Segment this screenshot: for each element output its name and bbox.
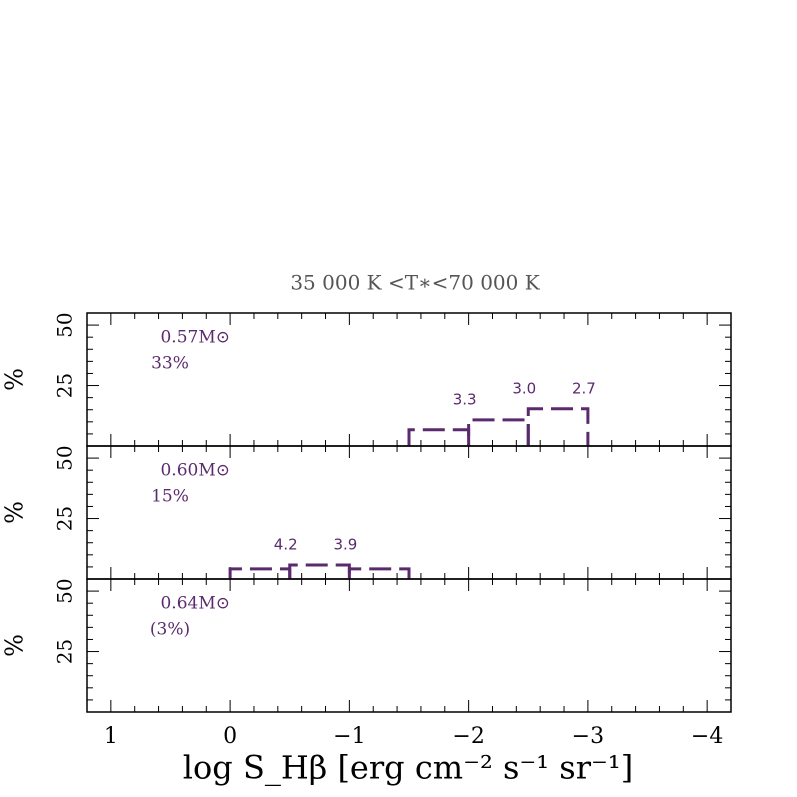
annotation: 3.9 <box>333 535 357 553</box>
chart-title: 35 000 K <T∗<70 000 K <box>290 271 540 295</box>
annotation: 2.7 <box>572 379 596 397</box>
mass-label: 0.64M⊙ <box>160 594 230 614</box>
y-axis-label: % <box>1 368 29 391</box>
y-tick-label: 50 <box>53 445 77 470</box>
histogram-bar <box>347 567 411 579</box>
x-tick-label: 0 <box>223 724 237 749</box>
y-axis-label: % <box>1 634 29 657</box>
mass-label: 0.57M⊙ <box>160 328 230 348</box>
x-tick-label: −3 <box>572 724 604 749</box>
histogram-bar <box>526 407 590 446</box>
annotation: 3.0 <box>512 379 536 397</box>
histogram-bar <box>228 567 292 579</box>
panel-frame <box>86 578 732 713</box>
fraction-label: 15% <box>151 487 189 507</box>
histogram-bar <box>407 428 471 446</box>
y-tick-label: 50 <box>53 578 77 603</box>
histogram-bar <box>467 418 530 446</box>
fraction-label: (3%) <box>150 620 190 640</box>
annotation: 4.2 <box>274 535 298 553</box>
y-axis-label: % <box>1 501 29 524</box>
mass-label: 0.60M⊙ <box>160 461 230 481</box>
y-tick-label: 25 <box>53 639 77 664</box>
x-tick-label: −2 <box>452 724 484 749</box>
x-tick-label: −4 <box>691 724 723 749</box>
x-axis-label: log S_Hβ [erg cm⁻² s⁻¹ sr⁻¹] <box>183 749 633 787</box>
y-tick-label: 25 <box>53 506 77 531</box>
fraction-label: 33% <box>151 354 189 374</box>
x-tick-label: −1 <box>333 724 365 749</box>
y-tick-label: 25 <box>53 373 77 398</box>
histogram-bar <box>288 563 351 579</box>
annotation: 3.3 <box>453 390 477 408</box>
y-tick-label: 50 <box>53 312 77 337</box>
x-tick-label: 1 <box>104 724 118 749</box>
